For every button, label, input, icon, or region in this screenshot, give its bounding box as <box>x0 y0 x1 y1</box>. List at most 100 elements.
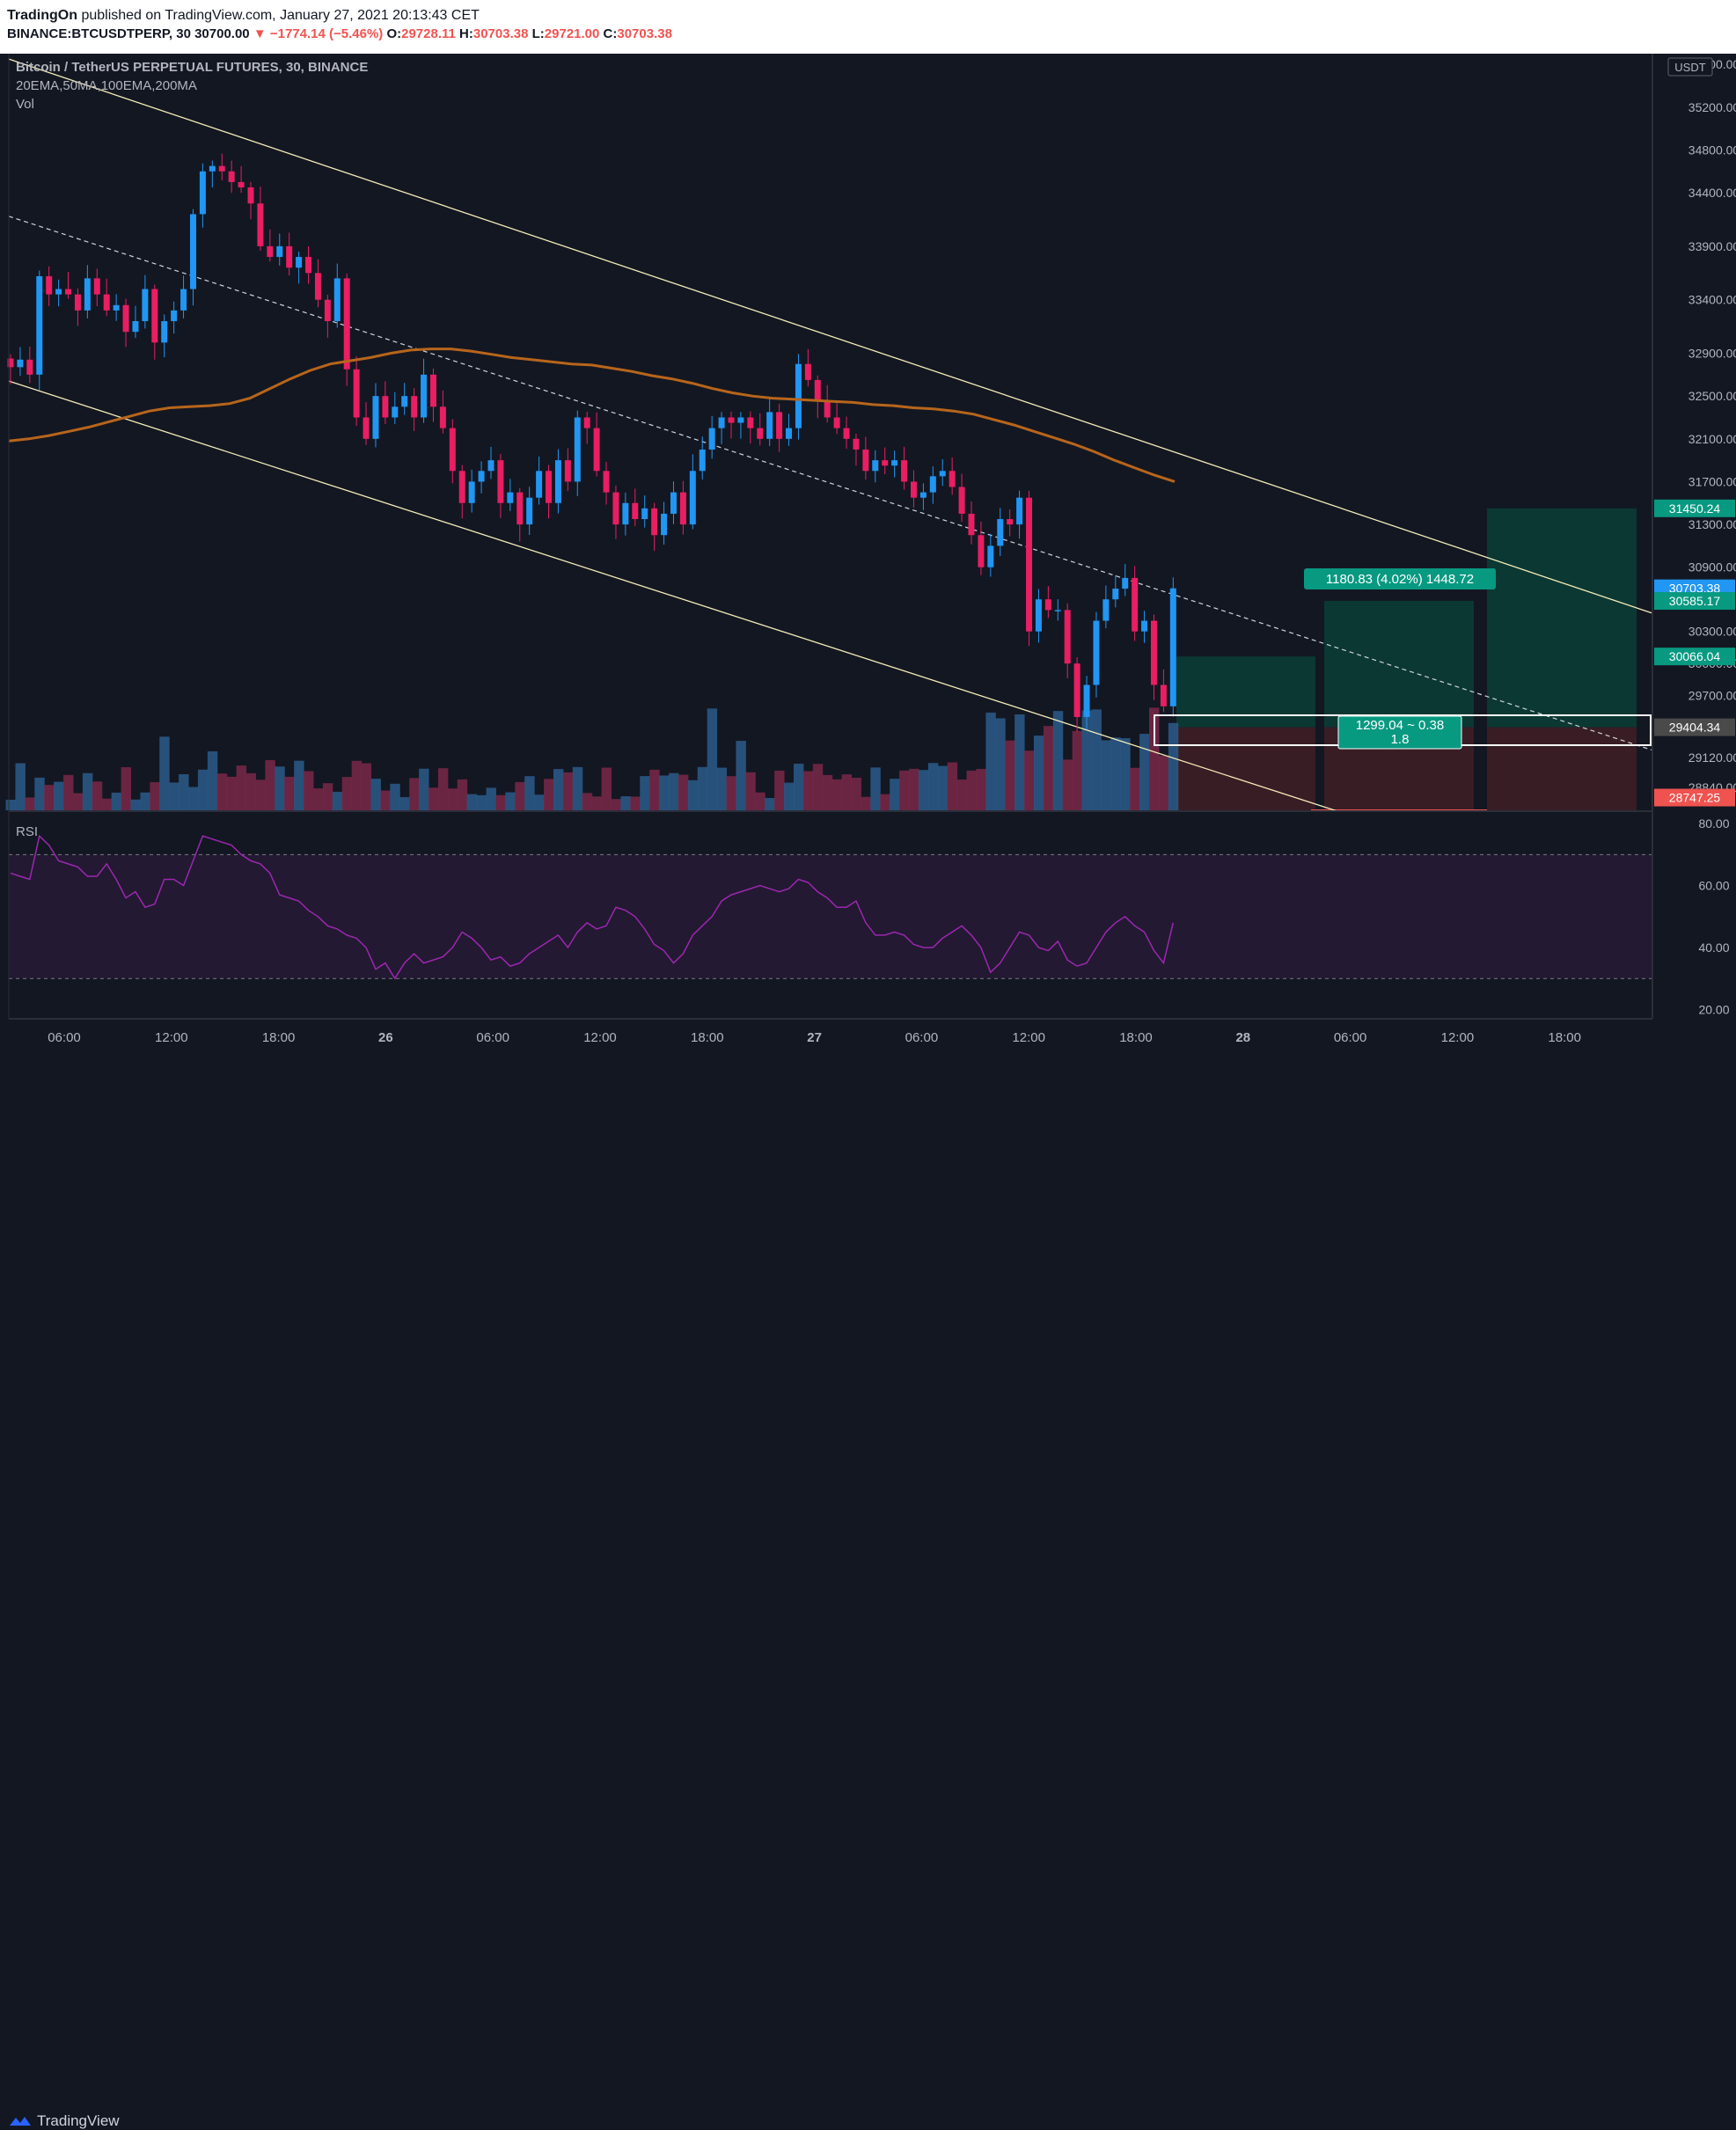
candles <box>7 153 1176 733</box>
volume-bar <box>447 788 458 810</box>
candle-body <box>622 502 629 525</box>
volume-bar <box>1110 737 1121 810</box>
publisher-name[interactable]: TradingOn <box>7 8 77 23</box>
volume-bar <box>726 776 736 810</box>
candle-body <box>189 214 196 289</box>
price-tick-label: 31700.00 <box>1688 474 1736 488</box>
volume-bar <box>361 763 371 810</box>
candle-body <box>987 545 994 567</box>
candle-body <box>1083 684 1090 717</box>
volume-bar <box>111 792 122 810</box>
volume-bar <box>534 794 545 810</box>
candle-body <box>392 406 399 418</box>
footer: TradingView <box>0 1051 1736 2129</box>
candle-body <box>1160 684 1167 706</box>
candle-body <box>46 275 53 295</box>
volume-bar <box>1130 767 1140 810</box>
volume-bar <box>784 782 795 810</box>
volume-bar <box>1024 750 1035 810</box>
volume-bar <box>380 790 391 810</box>
candle-body <box>718 417 725 428</box>
close-label: C: <box>603 26 618 41</box>
time-tick-label: 18:00 <box>1548 1030 1581 1045</box>
time-tick-label: 12:00 <box>583 1030 617 1045</box>
price-label: 28747.25 <box>1669 791 1721 805</box>
candle-body <box>478 471 485 482</box>
volume-bar <box>966 770 977 810</box>
rsi-tick-label: 80.00 <box>1698 816 1729 831</box>
price-tick-label: 32500.00 <box>1688 389 1736 403</box>
candle-body <box>7 358 14 368</box>
rsi-band <box>9 854 1652 979</box>
volume-bar <box>611 799 621 810</box>
candle-body <box>757 428 764 439</box>
rsi-tick-label: 20.00 <box>1698 1002 1729 1016</box>
high-value: 30703.38 <box>472 26 529 41</box>
volume-bar <box>995 718 1006 810</box>
volume-bar <box>63 774 74 810</box>
volume-bar <box>640 776 650 810</box>
volume-bar <box>591 796 603 810</box>
chart-canvas[interactable]: 1180.83 (4.02%) 1448.72 1299.04 ~ 0.38 1… <box>0 0 1736 1051</box>
candle-body <box>843 428 850 439</box>
candle-body <box>1054 610 1061 611</box>
price-tick-label: 29700.00 <box>1688 689 1736 703</box>
candle-body <box>1026 497 1033 632</box>
axes: 35600.0035200.0034800.0034400.0033900.00… <box>8 54 1736 1045</box>
candle-body <box>872 460 879 472</box>
volume-bar <box>429 787 439 810</box>
risk-label-badge[interactable] <box>1337 715 1462 750</box>
chart-title: Bitcoin / TetherUS PERPETUAL FUTURES, 30… <box>16 60 368 75</box>
risk-label-2: 1.8 <box>1391 732 1410 747</box>
time-tick-label: 06:00 <box>905 1030 939 1045</box>
candle-body <box>93 278 100 295</box>
drawing-lines <box>8 58 1653 812</box>
volume-bar <box>150 782 160 810</box>
volume-bar <box>620 796 631 810</box>
candle-body <box>968 513 975 536</box>
legend: Bitcoin / TetherUS PERPETUAL FUTURES, 30… <box>16 60 368 839</box>
candle-body <box>372 396 379 439</box>
time-tick-label: 18:00 <box>1119 1030 1153 1045</box>
candle-body <box>411 396 418 418</box>
candle-body <box>17 359 24 368</box>
volume-bar <box>130 799 141 810</box>
time-tick-label: 06:00 <box>476 1030 509 1045</box>
volume-bar <box>1168 722 1179 810</box>
price-label: 29404.34 <box>1669 721 1721 735</box>
volume-bar <box>15 763 26 810</box>
tradingview-logo[interactable]: TradingView <box>9 2112 120 2130</box>
symbol-ohlc-line: BINANCE:BTCUSDTPERP, 30 30700.00 ▼ −1774… <box>7 26 672 41</box>
volume-bar <box>304 771 314 810</box>
candle-body <box>612 492 619 525</box>
volume-bar <box>409 778 420 810</box>
profit-label-badge[interactable] <box>1304 568 1496 589</box>
volume-bar <box>630 796 641 810</box>
rsi-label: RSI <box>16 824 38 839</box>
candle-body <box>497 460 504 503</box>
volume-bar <box>544 779 554 810</box>
candle-body <box>401 396 408 407</box>
candle-body <box>305 257 312 274</box>
volume-bar <box>505 792 516 810</box>
price-label-badge <box>1654 592 1735 611</box>
currency-badge <box>1667 57 1713 77</box>
time-tick-label: 26 <box>378 1030 393 1045</box>
volume-bar <box>179 774 189 810</box>
volume-bar <box>54 781 64 810</box>
volume-pane <box>5 707 1179 810</box>
candle-body <box>824 401 831 418</box>
volume-label: Vol <box>16 97 34 112</box>
volume-bar <box>755 792 765 810</box>
candle-body <box>1112 589 1119 600</box>
position-tool[interactable]: 1180.83 (4.02%) 1448.72 1299.04 ~ 0.38 1… <box>1154 568 1652 750</box>
candle-body <box>286 245 293 268</box>
volume-bar <box>909 768 919 810</box>
candle-body <box>468 481 475 503</box>
volume-bar <box>495 794 506 810</box>
candle-body <box>458 471 465 503</box>
candle-body <box>919 492 927 498</box>
volume-bar <box>1052 711 1064 810</box>
volume-bar <box>649 769 660 810</box>
volume-bar <box>841 774 852 810</box>
